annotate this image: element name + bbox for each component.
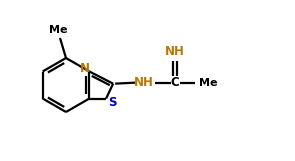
Text: S: S [108, 96, 116, 109]
Text: Me: Me [199, 78, 217, 88]
Text: Me: Me [49, 25, 67, 35]
Text: NH: NH [134, 76, 154, 89]
Text: NH: NH [165, 45, 185, 58]
Text: N: N [79, 62, 89, 75]
Text: C: C [171, 76, 180, 89]
